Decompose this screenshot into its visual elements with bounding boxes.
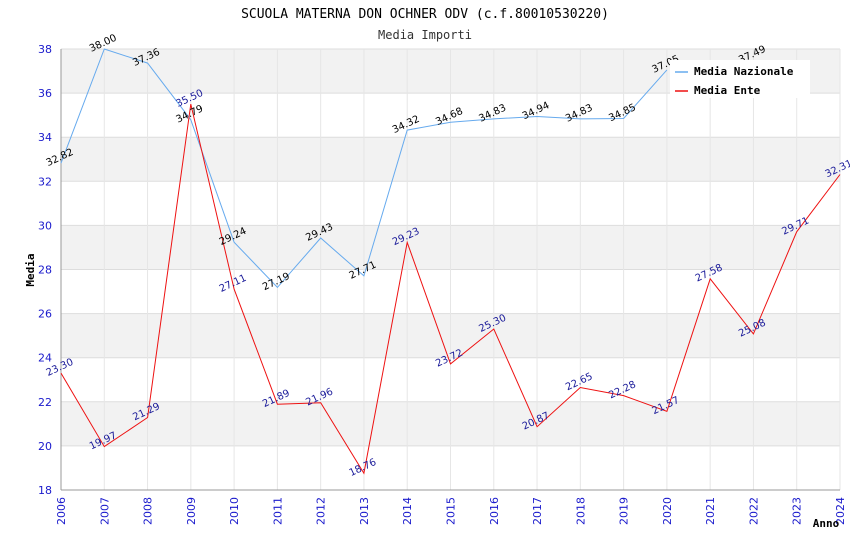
y-tick-label: 28: [38, 264, 52, 277]
x-tick-label: 2015: [445, 497, 458, 525]
x-tick-label: 2006: [55, 497, 68, 525]
chart-subtitle: Media Importi: [378, 28, 472, 42]
y-tick-label: 20: [38, 440, 52, 453]
x-tick-label: 2012: [315, 497, 328, 525]
y-tick-label: 22: [38, 396, 52, 409]
series-lines: [60, 48, 841, 475]
x-axis-label: Anno: [813, 517, 840, 530]
x-tick-label: 2016: [488, 497, 501, 525]
series-line-nazionale: [60, 48, 668, 289]
x-tick-labels: 2006 2007 2008 2009 2010 2011 2012 2013 2014 2015…: [55, 497, 847, 525]
x-tick-label: 2020: [661, 497, 674, 525]
y-tick-label: 32: [38, 175, 52, 188]
y-tick-label: 38: [38, 43, 52, 56]
x-tick-label: 2013: [358, 497, 371, 525]
x-tick-label: 2021: [704, 497, 717, 525]
y-tick-label: 24: [38, 352, 52, 365]
x-tick-label: 2010: [228, 497, 241, 525]
legend-label-ente: Media Ente: [694, 84, 761, 97]
legend-label-nazionale: Media Nazionale: [694, 65, 794, 78]
y-tick-label: 34: [38, 131, 52, 144]
x-tick-label: 2007: [98, 497, 111, 525]
x-tick-label: 2024: [834, 497, 847, 525]
y-tick-labels: 18 20 22 24 26 28 30 32 34 36 38: [38, 43, 52, 497]
legend-box: [670, 60, 810, 98]
y-tick-label: 36: [38, 87, 52, 100]
x-tick-label: 2014: [401, 497, 414, 525]
x-tick-label: 2009: [185, 497, 198, 525]
chart-title: SCUOLA MATERNA DON OCHNER ODV (c.f.80010…: [241, 7, 609, 22]
x-tick-label: 2022: [747, 497, 760, 525]
x-tick-label: 2023: [791, 497, 804, 525]
axes: [60, 49, 840, 491]
x-tick-label: 2018: [574, 497, 587, 525]
y-axis-label: Media: [24, 253, 37, 286]
x-tick-label: 2011: [271, 497, 284, 525]
y-tick-label: 18: [38, 484, 52, 497]
x-tick-label: 2017: [531, 497, 544, 525]
legend: Media Nazionale Media Ente: [670, 60, 810, 98]
y-tick-label: 26: [38, 308, 52, 321]
series-line-ente: [60, 103, 841, 475]
y-tick-label: 30: [38, 219, 52, 232]
x-tick-label: 2019: [618, 497, 631, 525]
x-tick-label: 2008: [142, 497, 155, 525]
